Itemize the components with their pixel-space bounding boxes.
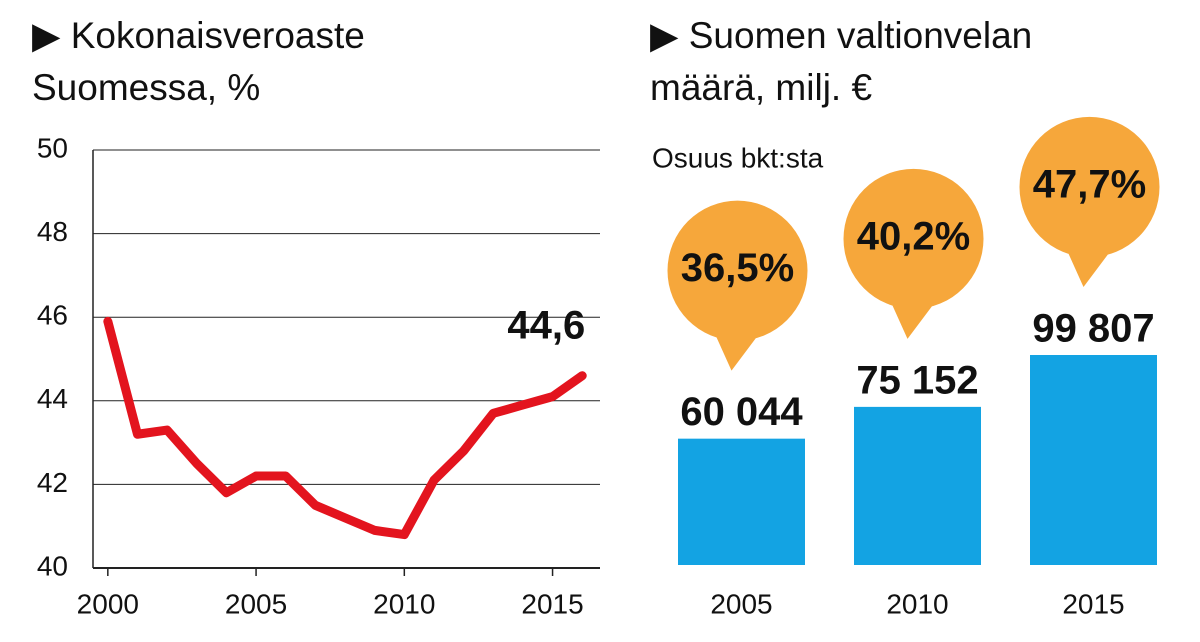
x-tick-label: 2010 [886,588,948,619]
x-tick-label: 2000 [77,588,139,619]
share-bubble [843,168,984,339]
annotation: Osuus bkt:sta [652,142,824,173]
line [103,316,587,540]
x-tick-label: 2005 [225,588,287,619]
y-tick-label: 46 [37,300,68,331]
y-tick-label: 40 [37,550,68,581]
y-tick-label: 44 [37,383,68,414]
share-bubble [667,200,808,371]
y-tick-label: 48 [37,216,68,247]
chart-title: ▶ Suomen valtionvelan määrä, milj. € [650,15,1033,108]
data-label: 75 152 [856,358,978,402]
share-bubble [1019,116,1160,288]
bar [854,406,981,565]
y-tick-label: 50 [37,132,68,163]
data-label: 60 044 [680,390,803,434]
data-label: 99 807 [1032,307,1154,351]
y-tick-label: 42 [37,467,68,498]
share-label: 47,7% [1033,163,1146,207]
share-label: 40,2% [857,214,970,258]
bar [1030,355,1157,565]
bar [678,438,805,565]
x-tick-label: 2010 [373,588,435,619]
data-label: 44,6 [507,303,585,347]
chart-title: ▶ Kokonaisveroaste Suomessa, % [32,15,365,108]
x-tick-label: 2015 [1062,588,1124,619]
x-tick-label: 2015 [521,588,583,619]
share-label: 36,5% [681,246,794,290]
x-tick-label: 2005 [710,588,772,619]
